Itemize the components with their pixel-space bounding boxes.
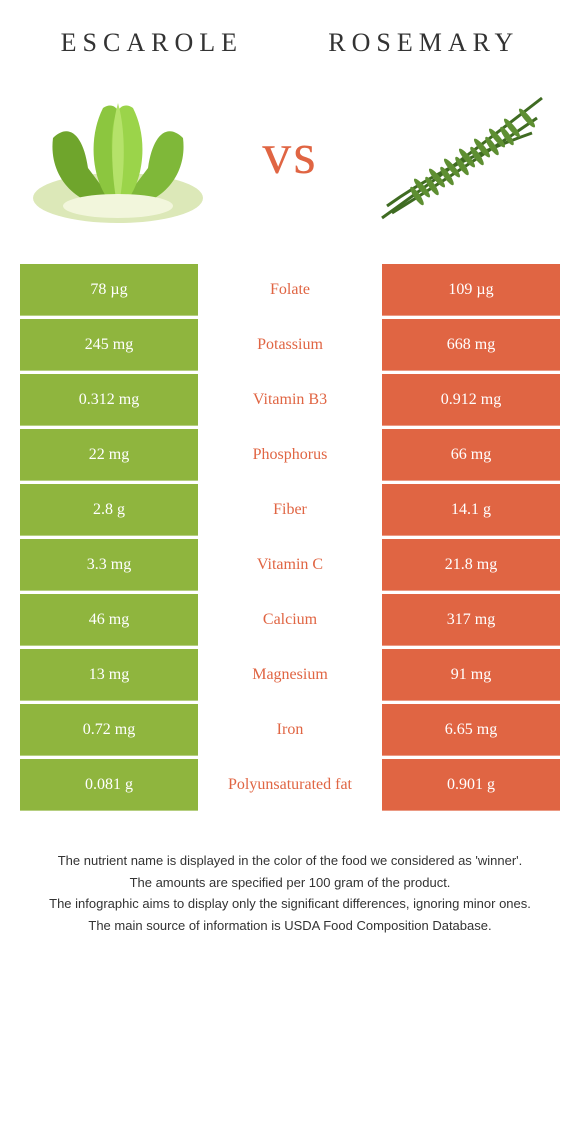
footnote-line: The amounts are specified per 100 gram o…: [30, 873, 550, 893]
nutrient-name-cell: Vitamin C: [198, 539, 382, 591]
left-value-cell: 0.72 mg: [20, 704, 198, 756]
left-value-cell: 0.312 mg: [20, 374, 198, 426]
table-row: 0.72 mgIron6.65 mg: [20, 704, 560, 756]
right-value-cell: 6.65 mg: [382, 704, 560, 756]
footnote-line: The main source of information is USDA F…: [30, 916, 550, 936]
left-value-cell: 3.3 mg: [20, 539, 198, 591]
left-value-cell: 2.8 g: [20, 484, 198, 536]
right-value-cell: 66 mg: [382, 429, 560, 481]
nutrient-name-cell: Potassium: [198, 319, 382, 371]
left-value-cell: 78 µg: [20, 264, 198, 316]
table-row: 46 mgCalcium317 mg: [20, 594, 560, 646]
header: Escarole Rosemary: [0, 0, 580, 68]
right-value-cell: 0.901 g: [382, 759, 560, 811]
left-food-title: Escarole: [61, 28, 243, 58]
left-value-cell: 245 mg: [20, 319, 198, 371]
nutrient-name-cell: Folate: [198, 264, 382, 316]
table-row: 13 mgMagnesium91 mg: [20, 649, 560, 701]
right-value-cell: 21.8 mg: [382, 539, 560, 591]
table-row: 78 µgFolate109 µg: [20, 264, 560, 316]
vs-label: vs: [262, 120, 318, 187]
left-value-cell: 46 mg: [20, 594, 198, 646]
footnotes: The nutrient name is displayed in the co…: [30, 851, 550, 935]
right-value-cell: 668 mg: [382, 319, 560, 371]
table-row: 22 mgPhosphorus66 mg: [20, 429, 560, 481]
images-row: vs: [0, 68, 580, 252]
nutrient-name-cell: Fiber: [198, 484, 382, 536]
rosemary-icon: [362, 78, 562, 228]
footnote-line: The infographic aims to display only the…: [30, 894, 550, 914]
table-row: 245 mgPotassium668 mg: [20, 319, 560, 371]
table-row: 3.3 mgVitamin C21.8 mg: [20, 539, 560, 591]
nutrient-name-cell: Calcium: [198, 594, 382, 646]
nutrient-name-cell: Polyunsaturated fat: [198, 759, 382, 811]
nutrient-name-cell: Vitamin B3: [198, 374, 382, 426]
table-row: 0.312 mgVitamin B30.912 mg: [20, 374, 560, 426]
escarole-image: [18, 78, 218, 228]
nutrient-name-cell: Magnesium: [198, 649, 382, 701]
right-value-cell: 91 mg: [382, 649, 560, 701]
nutrient-name-cell: Iron: [198, 704, 382, 756]
table-row: 0.081 gPolyunsaturated fat0.901 g: [20, 759, 560, 811]
right-value-cell: 109 µg: [382, 264, 560, 316]
rosemary-image: [362, 78, 562, 228]
right-food-title: Rosemary: [328, 28, 519, 58]
left-value-cell: 0.081 g: [20, 759, 198, 811]
table-row: 2.8 gFiber14.1 g: [20, 484, 560, 536]
right-value-cell: 0.912 mg: [382, 374, 560, 426]
right-value-cell: 317 mg: [382, 594, 560, 646]
right-value-cell: 14.1 g: [382, 484, 560, 536]
left-value-cell: 13 mg: [20, 649, 198, 701]
left-value-cell: 22 mg: [20, 429, 198, 481]
escarole-icon: [18, 78, 218, 228]
nutrient-table: 78 µgFolate109 µg245 mgPotassium668 mg0.…: [20, 264, 560, 811]
footnote-line: The nutrient name is displayed in the co…: [30, 851, 550, 871]
nutrient-name-cell: Phosphorus: [198, 429, 382, 481]
